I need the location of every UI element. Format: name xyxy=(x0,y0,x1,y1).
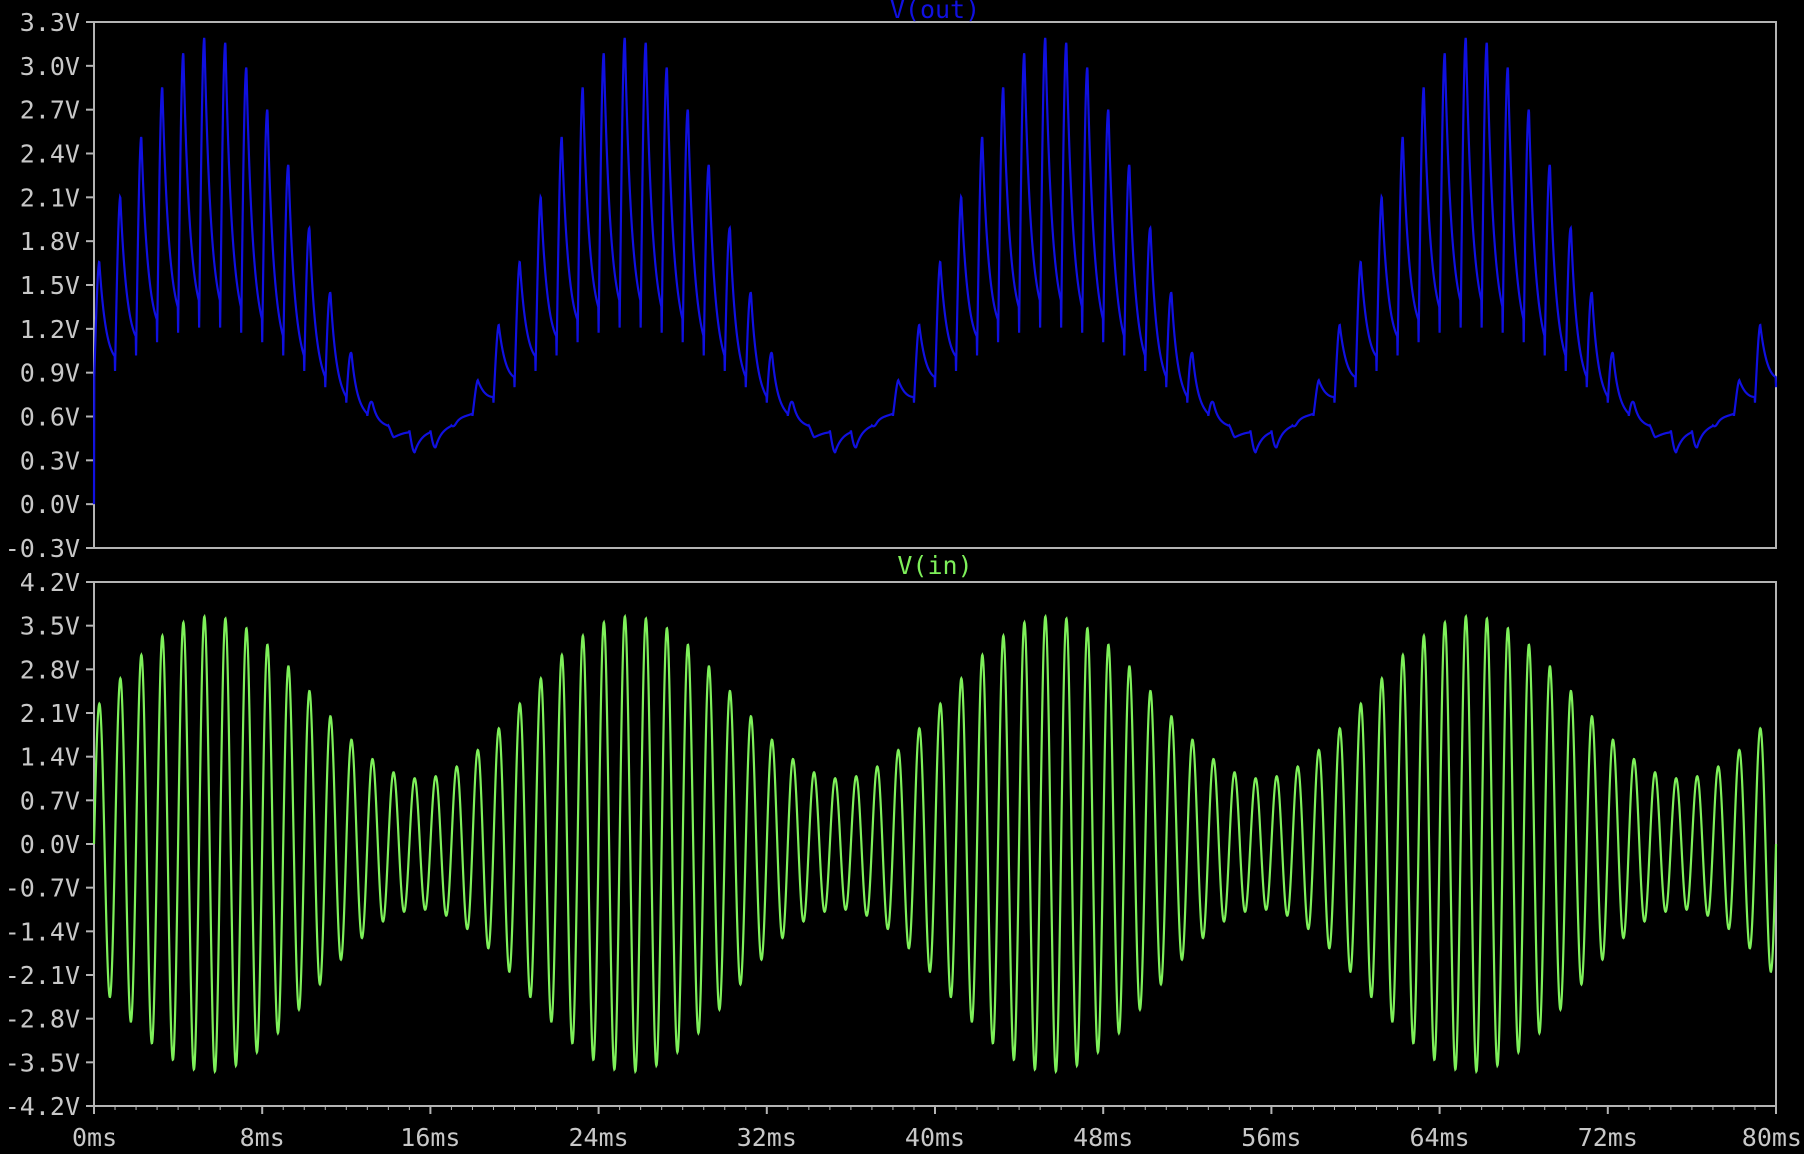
x-tick-label: 48ms xyxy=(1073,1123,1133,1152)
time-axis: 0ms 8ms 16ms 24ms 32ms 40ms 48ms 56ms 64ms 72ms 80… xyxy=(72,1106,1802,1152)
x-tick-label: 80ms xyxy=(1742,1123,1802,1152)
y-tick-label: -1.4V xyxy=(5,917,80,946)
y-tick-label: 0.3V xyxy=(20,446,80,475)
y-tick-label: 0.7V xyxy=(20,786,80,815)
y-tick-label: -4.2V xyxy=(5,1092,80,1121)
x-tick-label: 56ms xyxy=(1241,1123,1301,1152)
x-tick-label: 64ms xyxy=(1409,1123,1469,1152)
y-tick-label: 0.0V xyxy=(20,830,80,859)
y-tick-label: 2.4V xyxy=(20,140,80,169)
x-tick-label: 8ms xyxy=(240,1123,285,1152)
y-tick-label: -0.3V xyxy=(5,534,80,563)
y-tick-label: 1.2V xyxy=(20,315,80,344)
y-tick-label: 0.0V xyxy=(20,490,80,519)
y-tick-label: 0.9V xyxy=(20,359,80,388)
y-tick-label: 2.7V xyxy=(20,96,80,125)
y-tick-label: 4.2V xyxy=(20,568,80,597)
y-tick-label: 3.3V xyxy=(20,8,80,37)
waveform-trace xyxy=(92,37,1778,505)
trace-title: V(out) xyxy=(890,0,980,24)
x-tick-label: 0ms xyxy=(72,1123,117,1152)
x-tick-label: 72ms xyxy=(1578,1123,1638,1152)
y-tick-label: 2.1V xyxy=(20,699,80,728)
x-tick-label: 24ms xyxy=(568,1123,628,1152)
y-tick-label: 0.6V xyxy=(20,403,80,432)
vout-pane: 3.3V 3.0V 2.7V 2.4V 2.1V 1.8V 1.5V 1.2V 0.9V 0.6V… xyxy=(5,0,1778,563)
y-tick-label: -3.5V xyxy=(5,1048,80,1077)
y-tick-label: 1.4V xyxy=(20,743,80,772)
vin-pane: 4.2V 3.5V 2.8V 2.1V 1.4V 0.7V 0.0V -0.7V -1.4V -2… xyxy=(5,551,1778,1121)
y-tick-label: -2.8V xyxy=(5,1005,80,1034)
y-tick-label: -0.7V xyxy=(5,874,80,903)
y-tick-label: 3.5V xyxy=(20,612,80,641)
waveform-trace xyxy=(92,613,1778,1075)
y-tick-label: -2.1V xyxy=(5,961,80,990)
y-tick-label: 3.0V xyxy=(20,52,80,81)
y-tick-label: 2.8V xyxy=(20,655,80,684)
y-tick-label: 1.5V xyxy=(20,271,80,300)
x-tick-label: 16ms xyxy=(400,1123,460,1152)
trace-title: V(in) xyxy=(897,551,972,580)
y-tick-label: 2.1V xyxy=(20,183,80,212)
x-tick-label: 32ms xyxy=(737,1123,797,1152)
x-tick-label: 40ms xyxy=(905,1123,965,1152)
y-tick-label: 1.8V xyxy=(20,227,80,256)
